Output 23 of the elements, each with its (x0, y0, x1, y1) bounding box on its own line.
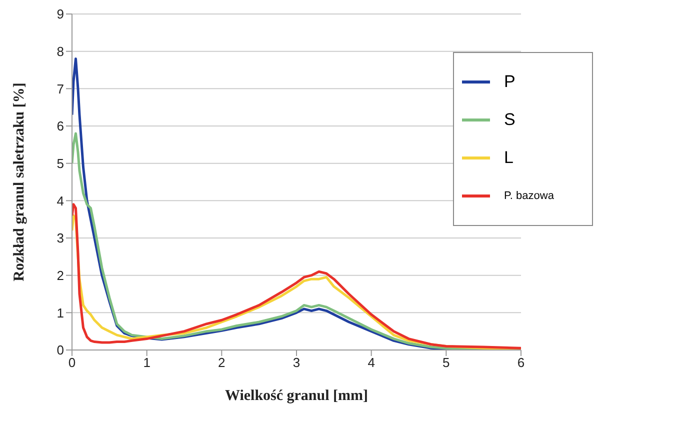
y-tick-label: 8 (56, 44, 64, 59)
legend-label: P. bazowa (504, 190, 554, 202)
y-axis-title: Rozkład granul saletrzaku [%] (11, 82, 28, 282)
legend-label: L (504, 148, 514, 168)
x-tick-label: 2 (218, 355, 226, 370)
x-tick-label: 1 (143, 355, 150, 370)
x-tick-label: 3 (292, 355, 300, 370)
x-tick-label: 0 (68, 355, 76, 370)
y-tick-label: 2 (56, 268, 64, 283)
y-tick-label: 4 (56, 193, 64, 208)
x-tick-label: 5 (442, 355, 450, 370)
y-tick-label: 7 (56, 81, 64, 96)
y-tick-label: 6 (56, 118, 64, 134)
y-tick-label: 9 (56, 6, 64, 22)
legend-label: P (504, 72, 516, 92)
x-axis-title: Wielkość granul [mm] (224, 388, 368, 404)
y-tick-label: 1 (56, 305, 64, 320)
x-tick-label: 6 (517, 355, 525, 370)
x-tick-label: 4 (368, 355, 375, 370)
y-tick-label: 0 (56, 342, 64, 358)
legend-label: S (504, 110, 516, 130)
y-tick-label: 3 (56, 230, 64, 246)
y-tick-label: 5 (56, 156, 64, 171)
